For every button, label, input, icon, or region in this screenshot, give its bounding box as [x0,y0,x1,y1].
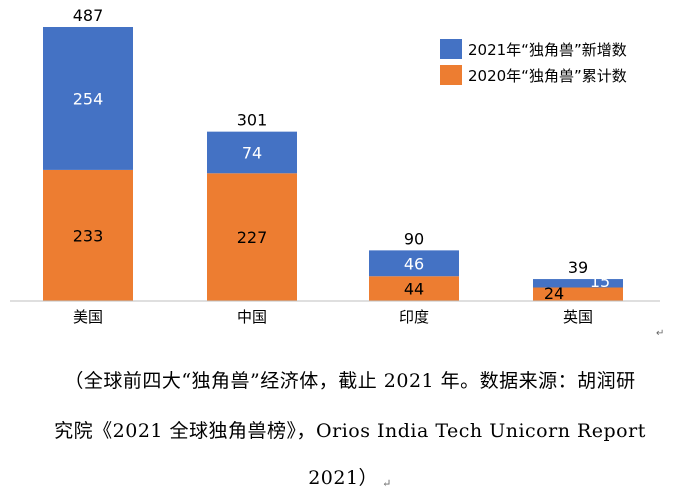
bar-中国-series-1 [207,131,297,174]
paragraph-mark-icon: ↵ [382,477,392,490]
bar-美国-series-1 [43,27,133,170]
bar-美国-series-0 [43,169,133,301]
caption-line-1: （全球前四大“独角兽”经济体，截止 2021 年。数据来源：胡润研 [0,366,700,393]
legend-label-2021: 2021年“独角兽”新增数 [468,40,627,59]
category-label-印度: 印度 [399,308,429,326]
data-label-英国-series-1: 15 [590,272,610,291]
data-label-中国-series-0: 227 [237,228,268,247]
caption-text-1: （全球前四大“独角兽”经济体，截止 2021 年。数据来源：胡润研 [64,370,636,392]
bar-中国-series-0 [207,173,297,301]
chart-legend: 2021年“独角兽”新增数 2020年“独角兽”累计数 [440,36,627,88]
bar-英国-series-0 [533,287,623,301]
legend-swatch-2021 [440,39,462,59]
data-label-美国-series-1: 254 [73,89,104,108]
data-label-中国-series-1: 74 [242,143,262,162]
caption-line-3: 2021） ↵ [0,463,700,490]
category-label-中国: 中国 [237,308,267,326]
total-label-英国: 39 [568,258,588,277]
category-label-英国: 英国 [563,308,593,326]
caption-line-2: 究院《2021 全球独角兽榜》，Orios India Tech Unicorn… [0,416,700,443]
legend-swatch-2020 [440,65,462,85]
bar-印度-series-0 [369,276,459,301]
legend-item-2021: 2021年“独角兽”新增数 [440,36,627,62]
total-label-美国: 487 [73,6,104,25]
legend-label-2020: 2020年“独角兽”累计数 [468,66,627,85]
legend-item-2020: 2020年“独角兽”累计数 [440,62,627,88]
total-label-中国: 301 [237,111,268,130]
data-label-印度-series-0: 44 [404,280,424,299]
category-label-美国: 美国 [73,308,103,326]
data-label-美国-series-0: 233 [73,226,104,245]
caption-text-3: 2021） [308,467,379,489]
bar-英国-series-1 [533,279,623,288]
total-label-印度: 90 [404,229,424,248]
caption-text-2: 究院《2021 全球独角兽榜》，Orios India Tech Unicorn… [54,420,646,442]
bar-印度-series-1 [369,250,459,277]
paragraph-mark-icon: ↵ [656,328,664,339]
data-label-英国-series-0: 24 [544,284,564,303]
data-label-印度-series-1: 46 [404,254,424,273]
